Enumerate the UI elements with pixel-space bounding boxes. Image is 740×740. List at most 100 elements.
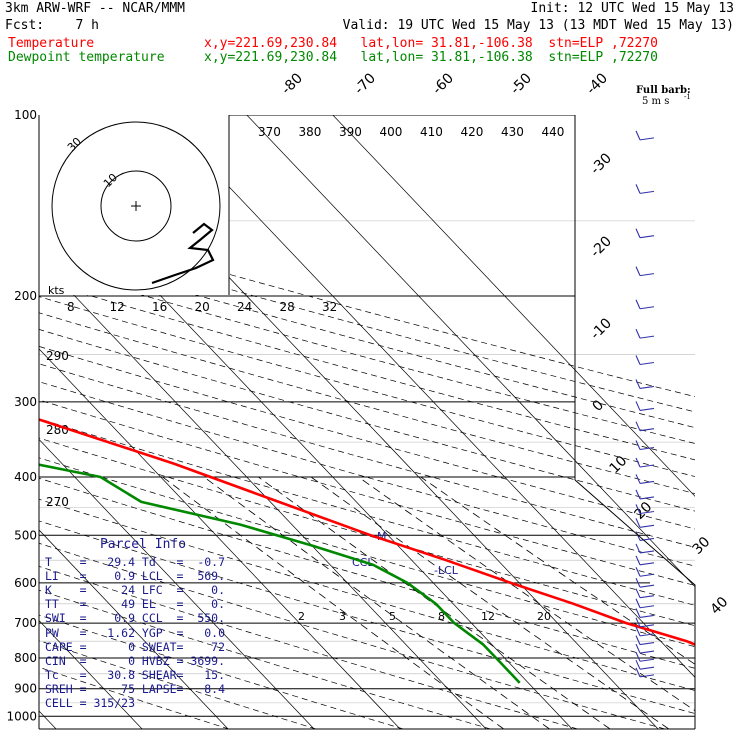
wind-barb	[639, 385, 655, 390]
dry-adiabat	[39, 220, 695, 398]
dewpoint-legend: Dewpoint temperature	[8, 50, 165, 65]
isotherm-label: -60	[430, 70, 457, 97]
isotherm-label: 40	[708, 594, 732, 618]
dry-adiabat	[39, 437, 695, 627]
hodograph-background	[39, 115, 229, 295]
sounding-profiles	[39, 418, 695, 684]
mixing-ratio-lines	[162, 476, 695, 729]
wind-barb	[639, 605, 655, 609]
wind-barbs: Full barb:5 m s -1	[635, 85, 691, 678]
hodograph-units: kts	[48, 284, 65, 297]
isotherm-line	[39, 619, 143, 729]
pressure-tick-label: 300	[14, 395, 37, 409]
wind-barb	[639, 235, 655, 239]
wind-barb-flag	[635, 489, 641, 500]
isotherm-label: 30	[690, 534, 714, 558]
pressure-tick-label: 900	[14, 682, 37, 696]
parcel-info-panel: Parcel Info T = 29.4 Td = -0.7 LI = 0.9 L…	[45, 537, 241, 711]
wind-barb	[639, 642, 655, 646]
parcel-row: PW = 1.62 YGP = 0.0	[45, 625, 226, 640]
wind-barb	[639, 550, 655, 554]
wind-barb-flag	[635, 626, 641, 637]
wind-barb	[639, 614, 655, 619]
theta-label: 430	[501, 125, 524, 139]
isotherm-label: -80	[279, 70, 306, 97]
mixing-ratio-line	[258, 476, 611, 729]
wind-barb-flag	[635, 130, 641, 141]
dry-adiabat	[39, 296, 695, 477]
dry-adiabat	[39, 312, 695, 494]
hodograph-trace	[151, 222, 215, 285]
pressure-tick-label: 400	[14, 470, 37, 484]
isotherm-label: -20	[588, 233, 615, 260]
hodograph-speed-label: 28	[280, 300, 295, 314]
wind-barb-flag	[635, 355, 641, 365]
parcel-info-rows: T = 29.4 Td = -0.7 LI = 0.9 LCL = 569. K =…	[45, 555, 241, 696]
mixing-ratio-label: 20	[537, 610, 551, 623]
pressure-tick-label: 1000	[6, 709, 37, 723]
dry-adiabat	[39, 234, 695, 413]
lcl-marker: -LCL	[434, 564, 459, 577]
temperature-legend: Temperature	[8, 36, 95, 51]
isotherm-label: 10	[607, 453, 631, 477]
wind-barb-flag	[635, 652, 641, 662]
wind-barb-flag	[635, 531, 641, 541]
theta-side-label: 270	[46, 495, 69, 509]
wind-barb-flag	[635, 328, 641, 339]
mixing-ratio-line	[162, 476, 504, 729]
hodograph-speed-label: 12	[110, 300, 125, 314]
wind-barb	[639, 633, 655, 637]
forecast-hour: Fcst: 7 h	[5, 18, 99, 33]
wind-barb	[639, 464, 655, 468]
hodograph-speed-label: 8	[67, 300, 75, 314]
mixing-ratio-label: 12	[481, 610, 495, 623]
dry-adiabat	[39, 589, 491, 729]
wind-barb-flag	[635, 577, 641, 588]
isotherm-line	[39, 529, 229, 729]
wind-barb-flag	[635, 518, 641, 528]
mixing-ratio-line	[358, 476, 695, 712]
hodograph-speed-label: 20	[195, 300, 210, 314]
hodograph-ring-inner	[100, 170, 172, 242]
m-marker: M	[377, 530, 387, 543]
wind-barb-flag	[635, 504, 641, 514]
wind-barb	[639, 510, 655, 515]
parcel-row: LI = 0.9 LCL = 569.	[45, 569, 226, 584]
wind-barb	[639, 137, 655, 141]
wind-barb-flag	[635, 228, 641, 238]
parcel-row: CAPE = 0 SWEAT= 72	[45, 639, 226, 654]
temperature-location: x,y=221.69,230.84 lat,lon= 31.81,-106.38…	[204, 36, 658, 51]
wind-barb	[639, 584, 655, 588]
model-title: 3km ARW-WRF -- NCAR/MMM	[5, 1, 186, 16]
wind-barb-flag	[635, 635, 641, 645]
chart-header: 3km ARW-WRF -- NCAR/MMM Init: 12 UTC Wed…	[0, 0, 740, 66]
isotherm-label: -40	[584, 70, 611, 97]
theta-label: 370	[258, 125, 281, 139]
wind-barb	[639, 562, 655, 566]
theta-label: 380	[299, 125, 322, 139]
wind-barb-flag	[635, 598, 641, 608]
wind-barb	[639, 190, 655, 194]
wind-barb	[639, 446, 655, 451]
theta-label: 420	[461, 125, 484, 139]
wind-barb-flag	[635, 266, 641, 276]
wind-barb-flag	[635, 588, 641, 598]
isotherm-label: 0	[590, 397, 608, 415]
pressure-tick-label: 600	[14, 576, 37, 590]
barb-legend-title: Full barb:	[636, 85, 691, 96]
wind-barb-flag	[635, 617, 641, 628]
parcel-cell: CELL = 315/23	[45, 696, 136, 711]
parcel-row: SWI = 0.9 CCL = 550.	[45, 611, 226, 626]
wind-barb	[639, 666, 655, 670]
theta-side-label: 290	[46, 349, 69, 363]
init-time: Init: 12 UTC Wed 15 May 13	[530, 1, 735, 16]
wind-barb-flag	[635, 643, 641, 654]
wind-barb-flag	[635, 543, 641, 554]
dry-adiabat	[39, 640, 317, 729]
dewpoint-location: x,y=221.69,230.84 lat,lon= 31.81,-106.38…	[204, 50, 658, 65]
isotherm-label: -50	[508, 70, 535, 97]
parcel-row: SREH = 75 LAPSE= 8.4	[45, 681, 226, 696]
wind-barb	[639, 496, 655, 500]
isotherm-label: -70	[352, 70, 379, 97]
